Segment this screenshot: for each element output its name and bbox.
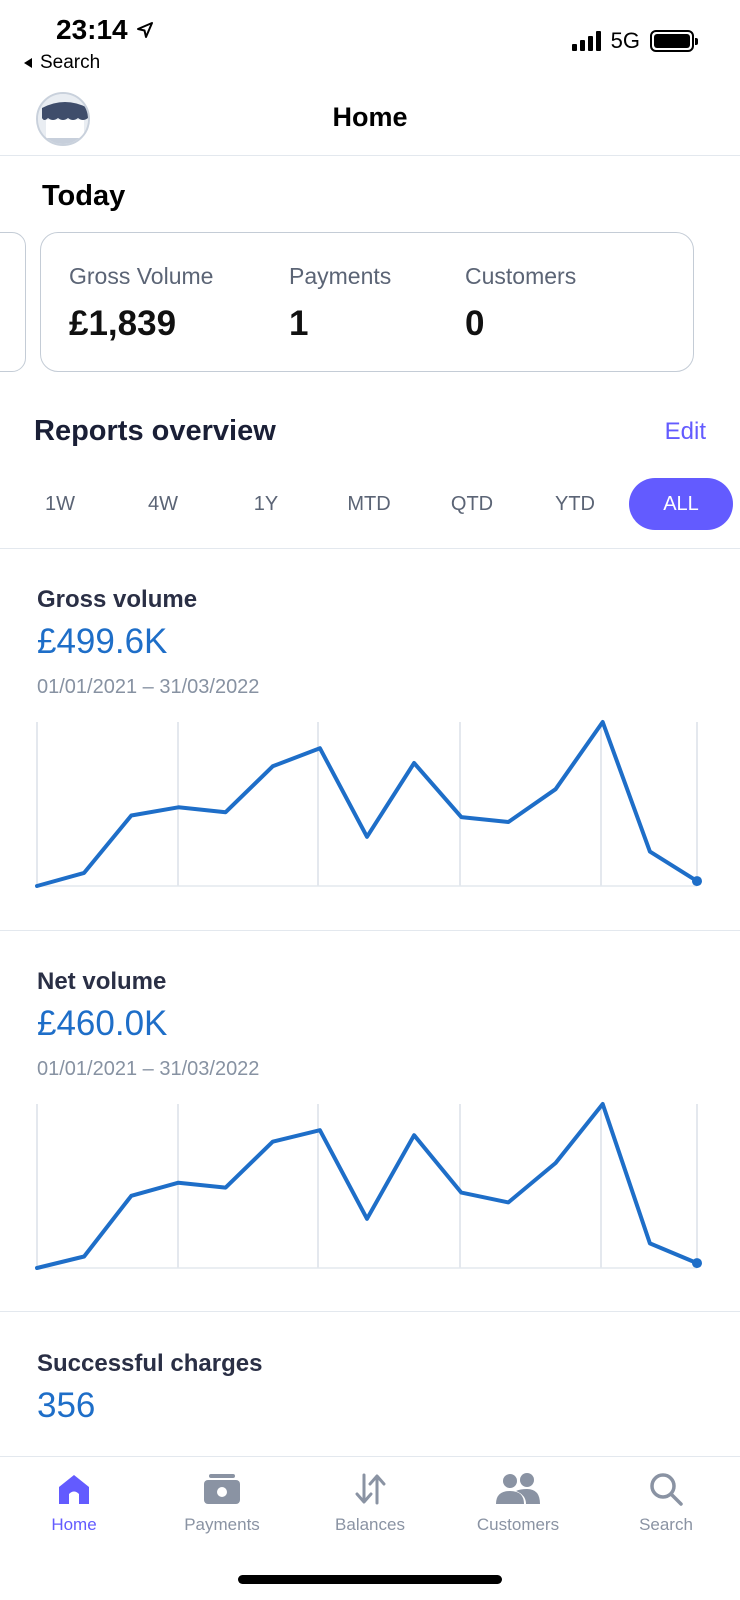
chart-series-line	[35, 720, 699, 888]
shop-awning-icon	[38, 94, 88, 144]
metric-gross-volume: Gross Volume £1,839	[69, 263, 213, 344]
wallet-icon	[204, 1474, 240, 1504]
range-tab-qtd[interactable]: QTD	[450, 493, 494, 515]
report-date-range: 01/01/2021 – 31/03/2022	[37, 1058, 260, 1080]
back-label: Search	[40, 52, 101, 73]
nav-header: Home	[0, 80, 740, 156]
metric-value: 0	[465, 304, 485, 343]
tab-home[interactable]: Home	[0, 1467, 148, 1535]
back-triangle-icon	[24, 58, 32, 68]
divider	[0, 930, 740, 931]
page-title: Home	[332, 102, 408, 132]
report-value: 356	[37, 1386, 96, 1425]
today-summary-card[interactable]: Gross Volume £1,839 Payments 1 Customers…	[40, 232, 694, 372]
range-tab-all[interactable]: ALL	[629, 478, 733, 530]
report-title: Gross volume	[37, 586, 198, 613]
range-selector: 1W 4W 1Y MTD QTD YTD ALL	[8, 478, 733, 530]
reports-overview-heading: Reports overview	[34, 415, 276, 447]
range-tab-1w[interactable]: 1W	[45, 493, 75, 515]
people-icon	[496, 1473, 540, 1504]
bottom-tab-bar: Home Payments Balances	[0, 1456, 740, 1600]
location-arrow-icon	[136, 22, 153, 38]
network-type: 5G	[610, 28, 640, 53]
tab-customers[interactable]: Customers	[444, 1467, 592, 1535]
range-tab-mtd[interactable]: MTD	[347, 493, 391, 515]
tab-payments[interactable]: Payments	[148, 1467, 296, 1535]
home-indicator	[238, 1575, 502, 1584]
metric-label: Customers	[465, 263, 577, 289]
tab-label: Payments	[184, 1515, 260, 1534]
gross-volume-chart	[35, 720, 702, 888]
metric-customers: Customers 0	[465, 263, 576, 344]
report-title: Net volume	[37, 968, 167, 995]
metric-label: Gross Volume	[69, 263, 214, 289]
tab-label: Balances	[335, 1515, 405, 1534]
range-tab-ytd[interactable]: YTD	[555, 493, 595, 515]
metric-payments: Payments 1	[289, 263, 391, 344]
report-value: £499.6K	[37, 622, 168, 661]
metric-value: £1,839	[69, 304, 177, 343]
previous-card-peek[interactable]	[0, 232, 26, 372]
battery-icon	[650, 30, 698, 52]
edit-button[interactable]: Edit	[664, 418, 706, 445]
signal-icon	[571, 31, 601, 51]
chart-end-point	[692, 1258, 702, 1269]
chart-end-point	[692, 876, 702, 887]
status-indicators: 5G	[571, 28, 698, 54]
tab-label: Home	[51, 1515, 97, 1534]
range-tab-1y[interactable]: 1Y	[253, 493, 279, 515]
avatar[interactable]	[36, 92, 90, 146]
home-icon	[59, 1475, 89, 1504]
chart-series-line	[35, 1102, 699, 1270]
tab-label: Search	[639, 1515, 693, 1534]
report-title: Successful charges	[37, 1350, 263, 1377]
magnifier-icon	[650, 1473, 683, 1506]
transfer-arrows-icon	[355, 1473, 386, 1505]
back-to-search-link[interactable]: Search	[22, 52, 100, 74]
net-volume-chart	[35, 1102, 702, 1270]
divider	[0, 548, 740, 549]
tab-balances[interactable]: Balances	[296, 1467, 444, 1535]
range-tab-4w[interactable]: 4W	[148, 493, 178, 515]
status-bar: 23:14 Search 5G	[0, 0, 740, 80]
divider	[0, 1311, 740, 1312]
report-date-range: 01/01/2021 – 31/03/2022	[37, 676, 260, 698]
metric-label: Payments	[289, 263, 392, 289]
report-value: £460.0K	[37, 1004, 168, 1043]
tab-search[interactable]: Search	[592, 1467, 740, 1535]
tab-label: Customers	[476, 1515, 560, 1534]
metric-value: 1	[289, 304, 309, 343]
today-heading: Today	[42, 180, 126, 212]
status-time: 23:14	[56, 14, 154, 46]
clock-text: 23:14	[56, 14, 128, 45]
